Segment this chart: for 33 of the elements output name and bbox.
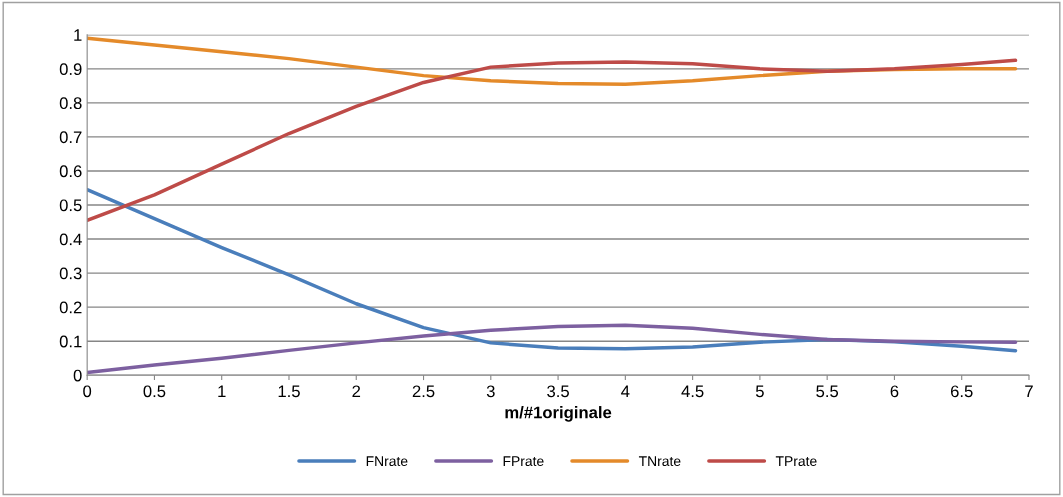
legend-label: FNrate [366,456,408,467]
y-tick-label: 0.5 [59,199,82,212]
x-tick-label: 3.5 [547,385,569,398]
x-tick-label: 7 [1025,385,1033,398]
x-tick-label: 2.5 [412,385,435,398]
legend-label: TPrate [775,456,817,467]
y-tick-label: 0.4 [59,233,82,246]
x-tick-label: 3 [486,385,495,398]
y-tick-label: 1 [74,29,82,41]
x-tick-label: 0.5 [143,385,166,398]
y-tick-label: 0.1 [59,335,82,348]
x-tick-label: 1 [218,385,226,398]
x-tick-label: 2 [352,385,361,398]
y-tick-label: 0.2 [59,301,82,314]
x-tick-label: 4.5 [681,385,704,398]
x-tick-label: 5.5 [816,385,839,398]
legend-label: TNrate [638,456,681,467]
y-tick-label: 0.8 [59,97,82,110]
x-axis-title: m/#1originale [505,406,612,422]
y-tick-label: 0.7 [59,131,82,144]
line-series [87,323,1018,375]
legend-label: FPrate [503,456,544,467]
x-tick-label: 6.5 [950,385,973,398]
x-tick-label: 5 [755,385,764,398]
y-tick-label: 0 [73,369,82,382]
x-tick-label: 0 [83,385,92,398]
x-tick-label: 6 [890,385,899,398]
x-tick-label: 4 [621,385,630,398]
y-tick-label: 0.9 [59,63,82,76]
y-tick-label: 0.6 [59,165,82,178]
line-series [87,58,1018,223]
x-tick-label: 1.5 [278,385,300,398]
y-tick-label: 0.3 [59,267,82,280]
